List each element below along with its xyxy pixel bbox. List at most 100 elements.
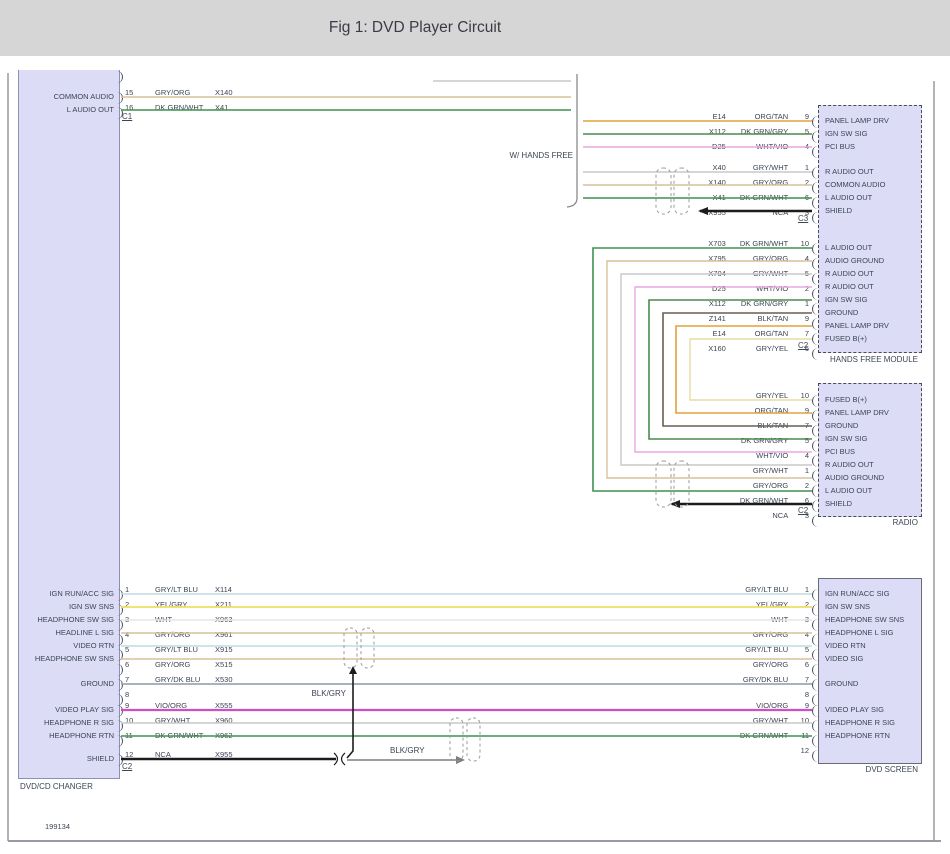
pin-number: 5 [804, 436, 809, 445]
circuit-code-label: X955 [708, 208, 726, 217]
wire-row: 6 GRY/ORG X515 [117, 656, 467, 676]
screen-circuits-1: IGN RUN/ACC SIG IGN SW SNS HEADPHONE SW SN… [825, 587, 917, 665]
wire-color-label: GRY/LT BLU [155, 645, 198, 654]
circuit-code-label: X963 [215, 615, 233, 624]
wire-color-label: GRY/ORG [752, 660, 789, 669]
circuit-label: HEADPHONE RTN [49, 731, 114, 740]
pin-socket-icon [812, 515, 818, 527]
wire-row: GRY/ORG 4 [600, 626, 818, 646]
wire-color-label: WHT/VIO [756, 451, 789, 460]
circuit-code-label: X211 [215, 600, 232, 609]
pin-socket-icon [117, 589, 123, 601]
wire-row: X955 NCA 3 [600, 204, 818, 224]
changer-c2-rows-1: 1 GRY/LT BLU X114 2 YEL/GRY X211 3 WHT X963 4 GRY/… [117, 581, 467, 676]
wire-row: 2 YEL/GRY X211 [117, 596, 467, 616]
wire-color-label: GRY/WHT [752, 163, 789, 172]
circuit-label: R AUDIO OUT [825, 282, 874, 291]
pin-socket-icon [812, 131, 818, 143]
circuit-label: IGN SW SIG [825, 434, 868, 443]
circuit-label: VIDEO RTN [73, 641, 114, 650]
pin-number: 3 [804, 208, 809, 217]
radio-circuits: FUSED B(+) PANEL LAMP DRV GROUND IGN SW SIG… [825, 393, 917, 510]
pin-socket-icon [812, 303, 818, 315]
pin-number: 2 [125, 600, 130, 609]
pin-number: 4 [125, 630, 130, 639]
pin-socket-icon [812, 649, 818, 661]
wire-row: GRY/ORG 2 [600, 477, 818, 497]
wire-row: 16 DK GRN/WHT X41 [117, 99, 467, 119]
wire-row: GRY/WHT 10 [600, 712, 818, 732]
hf-c2-rows: X703 DK GRN/WHT 10 X795 GRY/ORG 4 X704 GRY/WHT 5… [600, 235, 818, 360]
wire-row: 1 GRY/LT BLU X114 [117, 581, 467, 601]
pin-socket-icon [117, 634, 123, 646]
pin-socket-icon [812, 425, 818, 437]
changer-c2-rows-4: 12 NCA X955 [117, 746, 467, 766]
wire-row: WHT 3 [600, 611, 818, 631]
circuit-label: COMMON AUDIO [53, 92, 114, 101]
wire-color-label: VIO/ORG [155, 701, 188, 710]
circuit-code-label: E14 [712, 112, 726, 121]
circuit-label: AUDIO GROUND [825, 256, 885, 265]
circuit-label: L AUDIO OUT [825, 486, 873, 495]
changer-c2-rows-3: 9 VIO/ORG X555 10 GRY/WHT X960 11 DK GRN/WHT X96… [117, 697, 467, 747]
circuit-label: VIDEO PLAY SIG [825, 705, 884, 714]
wire-color-label: WHT [771, 615, 789, 624]
circuit-label: HEADPHONE SW SNS [825, 615, 905, 624]
circuit-label: FUSED B(+) [825, 395, 867, 404]
circuit-label: IGN SW SNS [825, 602, 871, 611]
wire-row: X112 DK GRN/GRY 1 [600, 295, 818, 315]
circuit-label [825, 742, 917, 755]
pin-socket-icon [812, 735, 818, 747]
connector-radio-c2-label: C2 [798, 506, 809, 515]
pin-socket-icon [117, 679, 123, 691]
pin-socket-icon [812, 634, 818, 646]
wire-row: 5 GRY/LT BLU X915 [117, 641, 467, 661]
pin-number: 8 [125, 690, 130, 699]
changer-c1-circuits: COMMON AUDIO L AUDIO OUT [18, 90, 114, 116]
circuit-label [18, 690, 114, 703]
wire-color-label: DK GRN/GRY [740, 436, 789, 445]
wire-color-label: DK GRN/WHT [739, 731, 789, 740]
circuit-code-label: X960 [215, 716, 233, 725]
pin-socket-icon [117, 71, 123, 83]
pin-socket-icon [812, 182, 818, 194]
pin-number: 2 [804, 284, 809, 293]
changer-c2-circuits-3: VIDEO PLAY SIG HEADPHONE R SIG HEADPHONE R… [18, 703, 114, 742]
circuit-label: PCI BUS [825, 142, 856, 151]
wire-row: BLK/TAN 7 [600, 417, 818, 437]
wire-color-label: DK GRN/GRY [740, 127, 789, 136]
pin-number: 7 [125, 675, 130, 684]
pin-number: 1 [804, 585, 809, 594]
circuit-code-label: X41 [712, 193, 726, 202]
circuit-label: HEADPHONE R SIG [825, 718, 896, 727]
pin-number: 1 [804, 163, 809, 172]
wire-color-label: YEL/GRY [155, 600, 188, 609]
pin-socket-icon [117, 619, 123, 631]
circuit-label: SHIELD [86, 754, 114, 763]
pin-socket-icon [117, 107, 123, 119]
wire-color-label: ORG/TAN [754, 329, 789, 338]
pin-number: 10 [125, 716, 134, 725]
pin-socket-icon [812, 395, 818, 407]
wire-row: 11 DK GRN/WHT X962 [117, 727, 467, 747]
pin-socket-icon [117, 694, 123, 706]
circuit-label: AUDIO GROUND [825, 473, 885, 482]
circuit-label: COMMON AUDIO [825, 180, 886, 189]
radio-box [818, 383, 922, 517]
screen-rows-1: GRY/LT BLU 1 YEL/GRY 2 WHT 3 GRY/ORG 4 GRY/LT BL… [600, 581, 818, 676]
pin-socket-icon [812, 679, 818, 691]
wire-row: X703 DK GRN/WHT 10 [600, 235, 818, 255]
circuit-label: IGN SW SIG [825, 295, 868, 304]
pin-number: 2 [804, 600, 809, 609]
wire-color-label: GRY/WHT [155, 716, 191, 725]
circuit-code-label: X795 [708, 254, 726, 263]
circuit-label: GROUND [825, 308, 859, 317]
hf-c3-rows-1: E14 ORG/TAN 9 X112 DK GRN/GRY 5 D25 WHT/VIO 4 [600, 108, 818, 158]
changer-c1-rows: 15 GRY/ORG X140 16 DK GRN/WHT X41 [117, 84, 467, 119]
pin-socket-icon [812, 318, 818, 330]
wire-row: D25 WHT/VIO 4 [600, 138, 818, 158]
wire-row: 12 NCA X955 [117, 746, 467, 766]
wire-row: GRY/YEL 10 [600, 387, 818, 407]
circuit-label: R AUDIO OUT [825, 167, 874, 176]
wire-color-label: WHT/VIO [756, 142, 789, 151]
